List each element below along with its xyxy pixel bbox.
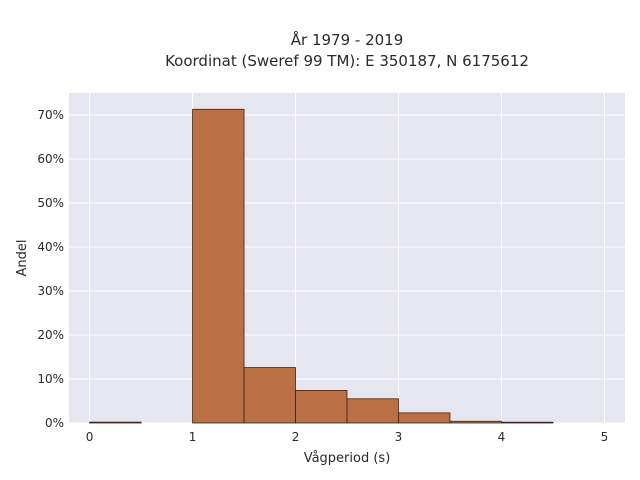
chart-title-line2: Koordinat (Sweref 99 TM): E 350187, N 61… (165, 52, 529, 70)
y-tick-label: 20% (37, 328, 64, 342)
y-axis-label: Andel (15, 240, 30, 277)
x-axis-ticks: 0 1 2 3 4 5 (86, 430, 608, 444)
histogram-bar (295, 390, 348, 424)
y-tick-label: 70% (37, 108, 64, 122)
y-tick-label: 40% (37, 240, 64, 254)
x-tick-label: 4 (498, 430, 506, 444)
bars (89, 108, 554, 424)
histogram-bar (398, 412, 451, 424)
x-tick-label: 0 (86, 430, 94, 444)
x-tick-label: 2 (292, 430, 300, 444)
y-tick-label: 50% (37, 196, 64, 210)
y-tick-label: 30% (37, 284, 64, 298)
histogram-bar (346, 398, 399, 424)
histogram-bar (243, 367, 296, 424)
histogram-bar (449, 420, 502, 424)
x-axis-label: Vågperiod (s) (304, 451, 391, 466)
chart-title-line1: År 1979 - 2019 (291, 30, 404, 49)
y-tick-label: 60% (37, 152, 64, 166)
histogram-bar (89, 421, 142, 424)
histogram-bar (192, 108, 245, 424)
grid (69, 93, 625, 424)
histogram-bar (501, 421, 554, 424)
x-tick-label: 5 (601, 430, 609, 444)
y-tick-label: 0% (45, 416, 64, 430)
plot-area (69, 93, 625, 423)
x-tick-label: 3 (395, 430, 403, 444)
y-tick-label: 10% (37, 372, 64, 386)
x-tick-label: 1 (189, 430, 197, 444)
y-axis-ticks: 0% 10% 20% 30% 40% 50% 60% 70% (37, 108, 64, 430)
